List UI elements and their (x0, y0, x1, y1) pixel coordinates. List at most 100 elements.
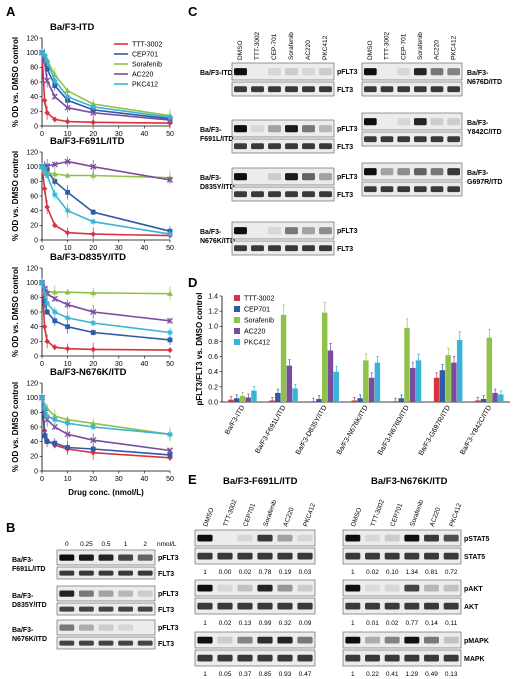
data-point (52, 309, 58, 315)
blot-band (365, 534, 380, 542)
blot-flt3 (56, 636, 156, 650)
blot-band (59, 624, 75, 631)
y-tick-label: 0.4 (208, 369, 218, 376)
x-tick-label: 30 (115, 361, 123, 368)
blot-band (414, 68, 427, 76)
y-tick-label: 1.2 (208, 309, 218, 316)
blot-band (364, 118, 377, 126)
data-point (90, 308, 97, 316)
blot-frame (194, 649, 316, 667)
bar-cep701-ba-f3-itd (233, 398, 240, 402)
data-point (90, 218, 96, 225)
data-point (90, 330, 96, 335)
category-label-ba-f3-y842c-itd: Ba/F3-Y842C/ITD (459, 405, 493, 457)
blot-band (251, 86, 264, 93)
row-label-flt3: FLT3 (158, 607, 174, 614)
line-chart-ba-f3-itd: Ba/F3-ITD 0 20 40 60 80 100 120 0 10 20 30 40 50 % OD … (11, 22, 174, 138)
blot-band (384, 534, 400, 542)
data-point (44, 309, 50, 315)
blot-right-pstat5 (342, 529, 462, 547)
x-tick-label: 50 (166, 131, 174, 138)
legend-swatch-pkc412 (234, 339, 240, 345)
blot-band (384, 654, 400, 662)
x-tick-label: 40 (141, 131, 149, 138)
blot-band (98, 606, 114, 612)
row-label-pflt3: pFLT3 (337, 174, 358, 181)
legend-swatch-ac220 (234, 328, 240, 334)
blot-left-akt (194, 597, 316, 615)
ratio-value: 1 (351, 671, 355, 678)
blot-band (430, 168, 444, 176)
data-point (64, 301, 71, 308)
blot-band (285, 68, 298, 76)
data-point (166, 317, 174, 324)
bar-sorafenib-ba-f3-g697r-itd (445, 355, 451, 402)
ratio-value: 0.77 (406, 620, 419, 627)
x-tick-label: 0 (40, 131, 44, 138)
blot-band (424, 636, 439, 644)
legend-swatch-sorafenib (234, 317, 240, 323)
data-point (42, 298, 47, 304)
panel-label-a: A (6, 4, 16, 19)
bar-ttt-3002-ba-f3-y842c-itd (475, 400, 481, 402)
data-point (41, 166, 48, 172)
blot-flt3-right (361, 131, 463, 147)
legend-label-ttt-3002: TTT-3002 (244, 296, 274, 303)
blot-band (447, 118, 460, 126)
series-sorafenib (39, 393, 173, 442)
data-point (52, 318, 58, 324)
series-line-sorafenib (41, 282, 171, 295)
lane-label-left-ttt-3002: TTT-3002 (254, 31, 261, 60)
bar-sorafenib-ba-f3-y842c-itd (486, 337, 493, 402)
data-point (64, 207, 71, 214)
row-label-flt3: FLT3 (158, 641, 174, 648)
blot-frame (361, 181, 463, 197)
category-label-ba-f3-n676k-itd: Ba/F3-N676K/ITD (336, 405, 370, 457)
data-point (167, 114, 173, 120)
blot-pflt3 (56, 619, 156, 636)
blot-band (78, 640, 94, 646)
blot-frame (361, 112, 463, 131)
blot-band (302, 68, 315, 76)
data-point (41, 405, 48, 412)
data-point (44, 413, 50, 419)
blot-band (277, 552, 293, 560)
blot-band (443, 602, 459, 610)
y-tick-label: 100 (26, 280, 38, 287)
blot-band (285, 173, 298, 181)
data-point (52, 416, 58, 423)
ratio-value: 0.14 (425, 620, 438, 627)
blot-band (404, 654, 420, 662)
panel-label-e: E (188, 472, 197, 487)
blot-band (397, 136, 410, 143)
blot-right-akt (342, 597, 462, 615)
cell-line-label-right: N676D/ITD (467, 79, 502, 86)
row-label-pakt: pAKT (464, 586, 483, 593)
ratio-value: 1 (203, 671, 207, 678)
data-point (44, 58, 50, 65)
bar-ac220-ba-f3-n676d-itd (410, 367, 416, 402)
data-point (52, 344, 58, 350)
blot-band (234, 227, 247, 235)
blot-pflt3 (231, 62, 335, 81)
blot-frame (231, 240, 335, 256)
bar-ac220-ba-f3-y842c-itd (492, 392, 498, 402)
legend-label-ac220: AC220 (244, 329, 266, 336)
data-point (51, 161, 58, 168)
row-label-pflt3: pFLT3 (337, 228, 358, 235)
data-point (39, 49, 45, 56)
x-tick-label: 10 (64, 131, 72, 138)
ratio-value: 0.13 (239, 620, 252, 627)
series-line-pkc412 (41, 397, 171, 436)
series-pkc412 (39, 48, 173, 123)
blot-band (447, 136, 460, 143)
data-point (167, 452, 173, 458)
cell-line-label: Ba/F3- (12, 557, 34, 564)
blot-band (302, 191, 315, 198)
ratio-value: 0.02 (386, 620, 399, 627)
bar-ac220-ba-f3-f691l-itd (286, 365, 293, 402)
data-point (41, 185, 48, 192)
y-axis-label: % OD vs. DMSO control (11, 267, 20, 357)
data-point (51, 171, 58, 177)
